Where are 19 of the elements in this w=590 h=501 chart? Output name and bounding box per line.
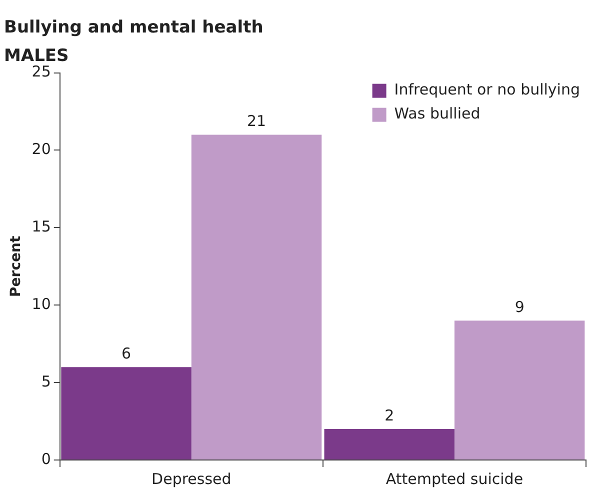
y-tick-label: 5: [41, 372, 51, 390]
x-tick-label: Depressed: [152, 470, 232, 488]
data-label: 2: [384, 406, 394, 424]
legend-label: Infrequent or no bullying: [394, 80, 580, 99]
bar: [191, 134, 322, 460]
bar: [61, 367, 192, 460]
y-tick-label: 20: [32, 140, 51, 158]
y-axis-title: Percent: [8, 236, 24, 297]
bar: [454, 320, 585, 460]
data-label: 21: [246, 112, 266, 130]
y-tick-label: 10: [32, 295, 51, 314]
bar: [324, 429, 454, 460]
y-tick-label: 15: [32, 218, 51, 236]
legend-label: Was bullied: [394, 104, 480, 123]
y-tick-label: 0: [41, 450, 51, 468]
x-tick-label: Attempted suicide: [386, 470, 524, 488]
data-label: 9: [514, 298, 524, 316]
chart-title: Bullying and mental health: [4, 18, 264, 38]
data-label: 6: [122, 344, 132, 362]
